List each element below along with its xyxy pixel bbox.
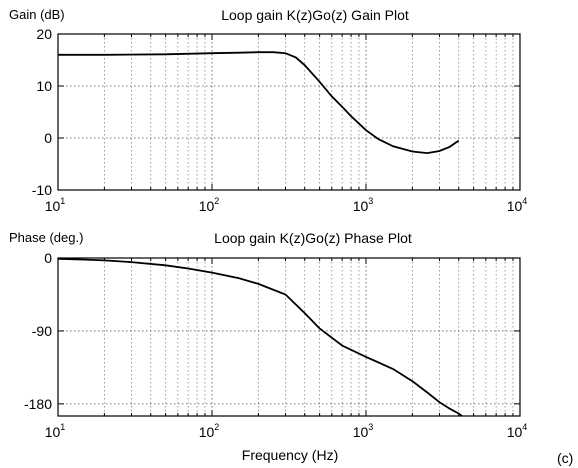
phase-xtick-exponent: 3: [368, 422, 373, 432]
phase-xtick-base: 10: [199, 424, 215, 440]
gain-plot-grid: [58, 34, 520, 190]
gain-xtick-base: 10: [45, 198, 61, 214]
phase-plot-grid: [58, 258, 520, 416]
gain-xtick-label: 104: [507, 196, 528, 214]
gain-xtick-exponent: 4: [522, 196, 527, 206]
gain-xtick-exponent: 1: [60, 196, 65, 206]
gain-ytick-label: 10: [36, 78, 52, 94]
phase-plot-xlabel: Frequency (Hz): [242, 447, 338, 463]
phase-xtick-base: 10: [507, 424, 523, 440]
phase-ytick-label: 0: [44, 250, 52, 266]
phase-xtick-base: 10: [353, 424, 369, 440]
gain-xtick-exponent: 2: [214, 196, 219, 206]
gain-xtick-base: 10: [199, 198, 215, 214]
gain-xtick-label: 101: [45, 196, 66, 214]
phase-xtick-label: 103: [353, 422, 374, 440]
gain-xtick-base: 10: [507, 198, 523, 214]
gain-plot-axes-frame: [57, 33, 521, 191]
gain-xtick-exponent: 3: [368, 196, 373, 206]
phase-xtick-base: 10: [45, 424, 61, 440]
gain-plot: Gain (dB) Loop gain K(z)Go(z) Gain Plot …: [9, 7, 527, 214]
phase-plot: Phase (deg.) Loop gain K(z)Go(z) Phase P…: [9, 230, 527, 463]
gain-ytick-label: 20: [36, 26, 52, 42]
gain-plot-ylabel: Gain (dB): [9, 7, 65, 22]
phase-ytick-label: -90: [32, 323, 52, 339]
gain-plot-title: Loop gain K(z)Go(z) Gain Plot: [221, 7, 409, 23]
gain-xtick-label: 102: [199, 196, 220, 214]
phase-xtick-exponent: 1: [60, 422, 65, 432]
phase-xtick-label: 101: [45, 422, 66, 440]
phase-xtick-exponent: 4: [522, 422, 527, 432]
phase-xtick-exponent: 2: [214, 422, 219, 432]
gain-ytick-label: -10: [32, 182, 52, 198]
phase-plot-ylabel: Phase (deg.): [9, 230, 83, 245]
gain-xtick-label: 103: [353, 196, 374, 214]
phase-xtick-label: 104: [507, 422, 528, 440]
phase-xtick-label: 102: [199, 422, 220, 440]
phase-plot-title: Loop gain K(z)Go(z) Phase Plot: [214, 230, 412, 246]
phase-plot-axes-frame: [57, 257, 521, 417]
gain-curve: [58, 51, 460, 155]
gain-xtick-base: 10: [353, 198, 369, 214]
phase-ytick-label: -180: [24, 396, 52, 412]
gain-ytick-label: 0: [44, 130, 52, 146]
figure-corner-label: (c): [557, 450, 573, 466]
phase-curve: [57, 257, 463, 417]
